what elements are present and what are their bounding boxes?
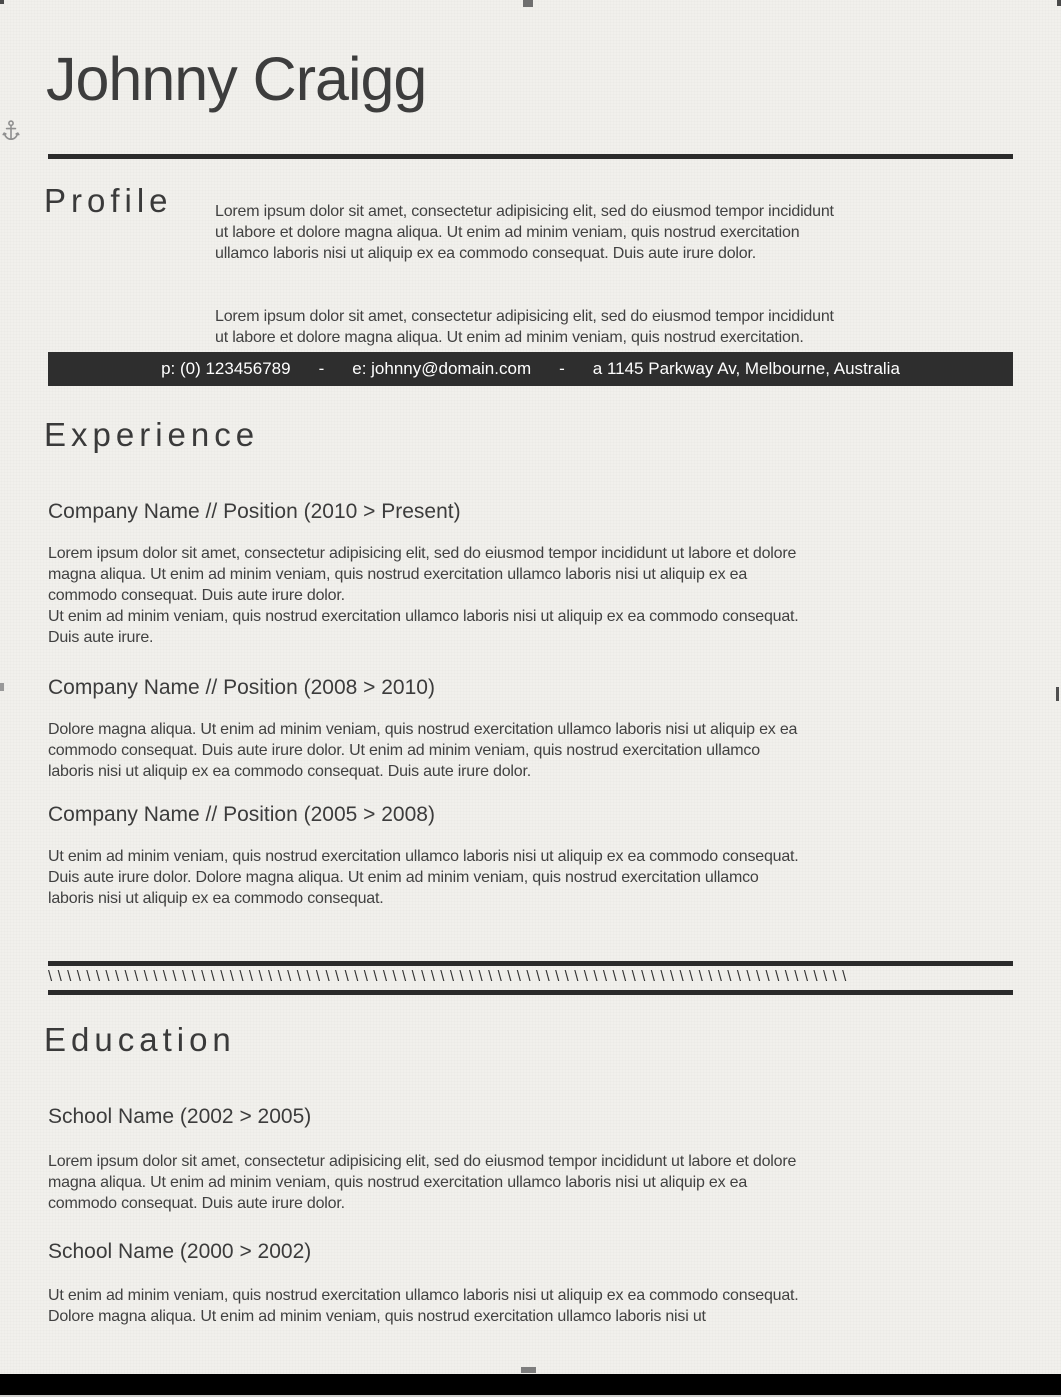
bottom-black-bar xyxy=(0,1374,1061,1395)
right-margin-marker xyxy=(1056,687,1059,701)
top-left-corner-mark xyxy=(0,0,4,4)
contact-email: e: johnny@domain.com xyxy=(352,359,532,378)
contact-separator: - xyxy=(318,359,325,378)
contact-bar: p: (0) 123456789 - e: johnny@domain.com … xyxy=(48,352,1013,386)
divider-rule-top xyxy=(48,961,1013,966)
school-description: Ut enim ad minim veniam, quis nostrud ex… xyxy=(48,1287,799,1325)
education-heading: Education xyxy=(44,1021,236,1058)
bottom-center-margin-marker xyxy=(521,1367,536,1373)
profile-text: Lorem ipsum dolor sit amet, consectetur … xyxy=(215,180,1005,390)
job-description: Lorem ipsum dolor sit amet, consectetur … xyxy=(48,545,799,646)
job-title: Company Name // Position (2005 > 2008) xyxy=(48,803,435,826)
job-description: Ut enim ad minim veniam, quis nostrud ex… xyxy=(48,848,799,907)
school-description: Lorem ipsum dolor sit amet, consectetur … xyxy=(48,1153,797,1212)
object-anchor-icon[interactable] xyxy=(2,120,20,142)
candidate-name: Johnny Craigg xyxy=(46,45,427,113)
name-divider-rule xyxy=(48,154,1013,159)
contact-separator: - xyxy=(559,359,565,378)
school-title: School Name (2002 > 2005) xyxy=(48,1105,312,1128)
job-title: Company Name // Position (2008 > 2010) xyxy=(48,676,435,699)
profile-paragraph: Lorem ipsum dolor sit amet, consectetur … xyxy=(215,308,834,346)
contact-address: a 1145 Parkway Av, Melbourne, Australia xyxy=(592,359,900,378)
contact-phone: p: (0) 123456789 xyxy=(161,359,291,378)
job-title: Company Name // Position (2010 > Present… xyxy=(48,500,461,523)
bottom-edge-line xyxy=(0,1395,1061,1397)
top-center-margin-marker xyxy=(523,0,533,7)
experience-heading: Experience xyxy=(44,416,260,453)
divider-slashes: \\\\\\\\\\\\\\\\\\\\\\\\\\\\\\\\\\\\\\\\… xyxy=(48,968,852,985)
divider-rule-bottom xyxy=(48,990,1013,995)
profile-heading: Profile xyxy=(44,182,173,219)
profile-paragraph: Lorem ipsum dolor sit amet, consectetur … xyxy=(215,203,834,262)
job-description: Dolore magna aliqua. Ut enim ad minim ve… xyxy=(48,721,798,780)
left-margin-marker xyxy=(0,683,4,691)
school-title: School Name (2000 > 2002) xyxy=(48,1240,312,1263)
top-right-corner-mark xyxy=(1057,0,1061,6)
